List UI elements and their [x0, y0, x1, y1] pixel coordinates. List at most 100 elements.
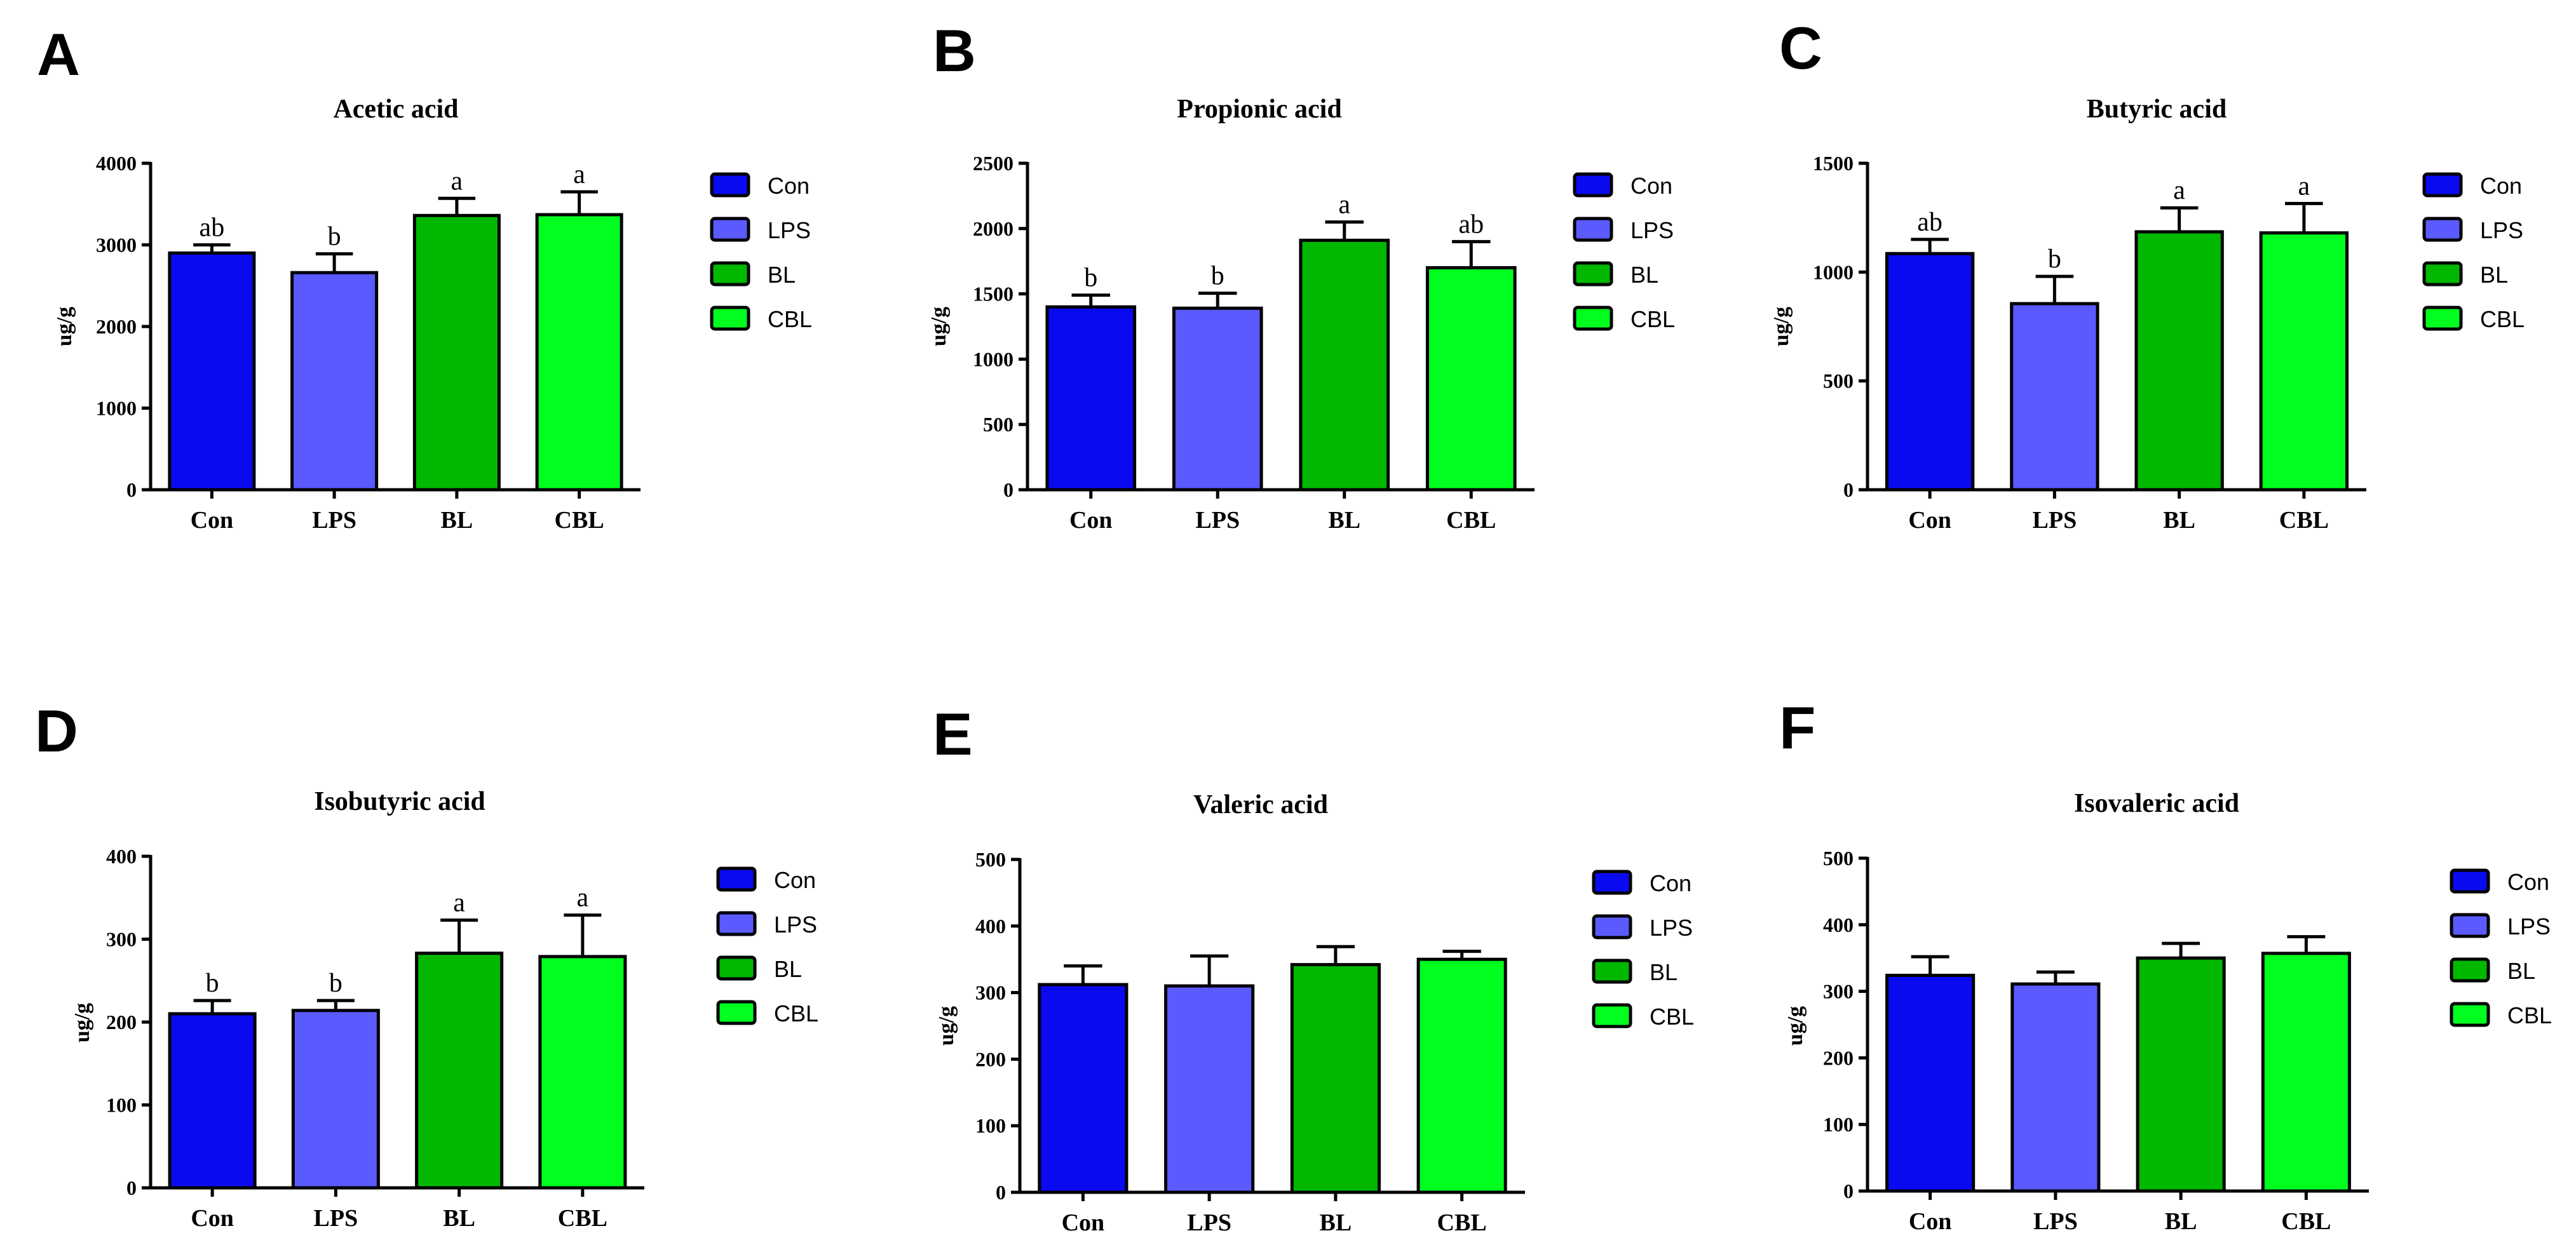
y-tick-label: 0: [1003, 478, 1013, 501]
legend-label-bl: BL: [1650, 959, 1678, 985]
y-tick-label: 1000: [973, 347, 1013, 370]
significance-label: ab: [1458, 210, 1484, 239]
significance-label: ab: [1917, 208, 1942, 237]
bar-lps: [2010, 302, 2099, 492]
legend: Con LPS BL CBL: [2422, 172, 2525, 332]
chart-panel-d: D Isobutyric acid ug/g 0 100 200 300 400 Con b LPS…: [35, 697, 818, 1232]
bar-bl: [412, 213, 501, 492]
x-tick-label: CBL: [1446, 507, 1496, 534]
legend: Con LPS BL CBL: [2450, 868, 2552, 1028]
bar-con: [168, 251, 256, 492]
bar-con: [1045, 305, 1137, 492]
bar-cbl: [535, 213, 623, 492]
y-tick-label: 1000: [1813, 260, 1854, 283]
significance-label: a: [2298, 172, 2310, 201]
panel-letter: D: [35, 697, 78, 764]
x-tick-label: LPS: [2033, 1208, 2078, 1235]
y-tick-label: 0: [126, 478, 137, 501]
legend-label-lps: LPS: [1630, 217, 1674, 243]
legend-swatch-con: [2450, 868, 2490, 894]
legend-label-lps: LPS: [774, 912, 817, 938]
legend-label-lps: LPS: [2480, 217, 2523, 243]
x-tick-label: BL: [2165, 1208, 2197, 1235]
bar-con: [1885, 252, 1975, 492]
legend-swatch-con: [710, 172, 750, 198]
legend-swatch-cbl: [1592, 1003, 1632, 1028]
legend-label-con: Con: [774, 867, 816, 893]
legend-swatch-lps: [1592, 914, 1632, 939]
legend-label-cbl: CBL: [774, 1000, 818, 1027]
legend: Con LPS BL CBL: [1592, 870, 1694, 1030]
x-tick-label: Con: [1069, 507, 1113, 534]
legend-swatch-bl: [2422, 261, 2463, 286]
x-tick-label: LPS: [1187, 1209, 1231, 1236]
significance-label: b: [1084, 264, 1097, 293]
legend-swatch-bl: [1573, 261, 1613, 286]
x-tick-label: Con: [1908, 507, 1951, 534]
bar-lps: [1164, 984, 1255, 1194]
significance-label: b: [329, 969, 342, 998]
y-axis-label: ug/g: [53, 307, 76, 346]
bar-lps: [290, 271, 379, 492]
x-tick-label: CBL: [555, 507, 604, 534]
significance-label: a: [453, 888, 465, 917]
x-tick-label: BL: [2163, 507, 2195, 534]
legend-swatch-cbl: [2422, 306, 2463, 331]
y-tick-label: 100: [1823, 1113, 1854, 1136]
y-tick-label: 400: [1823, 913, 1854, 936]
significance-label: ab: [200, 213, 225, 243]
legend-label-bl: BL: [2480, 262, 2508, 288]
y-tick-label: 300: [106, 928, 137, 951]
chart-title: Acetic acid: [333, 95, 458, 124]
legend-swatch-bl: [710, 261, 750, 286]
bar-lps: [1172, 306, 1263, 492]
bar-cbl: [1416, 957, 1507, 1194]
legend-label-bl: BL: [768, 262, 796, 288]
y-tick-label: 300: [1823, 980, 1854, 1003]
significance-label: b: [206, 969, 219, 998]
bar-bl: [1299, 238, 1390, 492]
significance-label: a: [2173, 176, 2185, 205]
y-tick-label: 500: [975, 848, 1006, 871]
legend: Con LPS BL CBL: [1573, 172, 1675, 332]
legend-swatch-lps: [2450, 913, 2490, 938]
y-tick-label: 200: [1823, 1046, 1854, 1069]
legend-label-bl: BL: [774, 956, 802, 982]
bar-con: [168, 1012, 257, 1190]
y-tick-label: 3000: [96, 234, 137, 257]
significance-label: a: [577, 884, 589, 913]
y-tick-label: 400: [975, 915, 1006, 938]
bar-lps: [2010, 982, 2101, 1193]
legend-label-cbl: CBL: [2480, 306, 2525, 332]
x-tick-label: BL: [443, 1205, 475, 1232]
x-tick-label: Con: [191, 507, 234, 534]
y-tick-label: 500: [983, 413, 1013, 436]
x-tick-label: BL: [1320, 1209, 1352, 1236]
chart-panel-f: F Isovaleric acid ug/g 0 100 200 300 400 500 Con L…: [1779, 694, 2552, 1235]
legend-swatch-lps: [2422, 217, 2463, 242]
x-tick-label: Con: [191, 1205, 234, 1232]
legend-label-cbl: CBL: [1650, 1004, 1694, 1030]
y-tick-label: 100: [975, 1114, 1006, 1137]
legend: Con LPS BL CBL: [710, 172, 812, 332]
y-tick-label: 1000: [96, 397, 137, 420]
significance-label: b: [328, 222, 341, 252]
y-tick-label: 2000: [96, 315, 137, 338]
y-tick-label: 0: [126, 1176, 137, 1199]
bar-lps: [291, 1009, 380, 1190]
legend-label-con: Con: [768, 173, 810, 199]
y-tick-label: 100: [106, 1094, 137, 1117]
y-tick-label: 1500: [973, 283, 1013, 306]
y-axis-label: ug/g: [71, 1003, 94, 1042]
bar-cbl: [538, 955, 627, 1190]
x-tick-label: CBL: [2279, 507, 2329, 534]
y-axis-label: ug/g: [935, 1006, 958, 1046]
x-tick-label: LPS: [2033, 507, 2077, 534]
chart-title: Propionic acid: [1177, 95, 1341, 124]
legend-swatch-con: [1592, 870, 1632, 895]
x-tick-label: CBL: [1437, 1209, 1487, 1236]
legend-label-cbl: CBL: [1630, 306, 1675, 332]
significance-label: a: [1338, 191, 1350, 220]
significance-label: a: [573, 160, 585, 189]
